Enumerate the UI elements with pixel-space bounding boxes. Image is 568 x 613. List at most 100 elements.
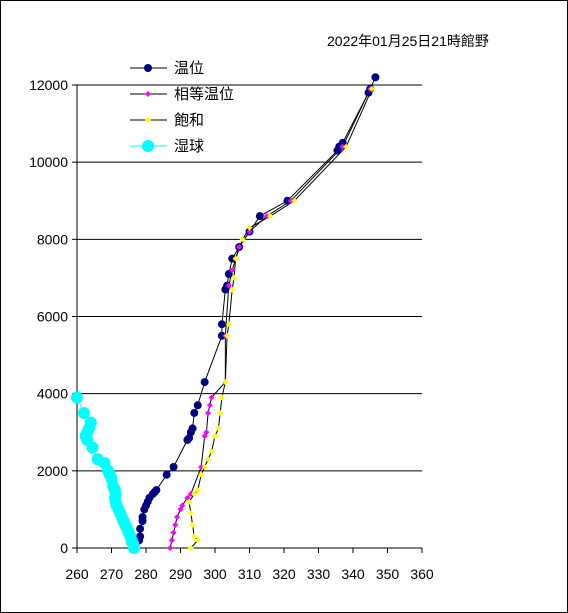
point-equiv [170, 529, 177, 536]
x-tick-label: 260 [65, 566, 89, 582]
point-temp [371, 73, 380, 82]
point-sat [198, 471, 205, 478]
x-tick-label: 360 [410, 566, 434, 582]
x-tick-label: 350 [376, 566, 400, 582]
legend-label-sat: 飽和 [174, 112, 204, 129]
legend-label-temp: 温位 [174, 60, 204, 77]
point-sat [246, 224, 253, 231]
x-tick-label: 290 [169, 566, 193, 582]
point-sat [212, 433, 218, 440]
point-sat [232, 255, 239, 262]
point-sat [368, 85, 375, 92]
point-equiv [168, 537, 175, 544]
point-equiv [287, 197, 294, 204]
x-tick-label: 280 [134, 566, 158, 582]
point-sat [217, 409, 224, 416]
point-sat [218, 394, 225, 401]
x-tick-label: 270 [100, 566, 124, 582]
point-temp [138, 513, 147, 522]
legend-label-equiv: 相等温位 [174, 85, 234, 103]
y-tick-label: 12000 [29, 77, 68, 93]
point-equiv [187, 490, 194, 497]
point-equiv [179, 502, 186, 509]
point-sat [224, 332, 231, 339]
x-tick-label: 320 [272, 566, 296, 582]
point-wet [77, 406, 90, 419]
point-sat [267, 213, 274, 220]
x-tick-label: 330 [307, 566, 331, 582]
point-wet [71, 391, 83, 404]
point-temp [169, 462, 178, 471]
point-sat [205, 456, 212, 463]
point-temp [152, 486, 161, 495]
axes [72, 84, 423, 553]
legend-marker-wet [142, 140, 154, 152]
legend-marker-sat [145, 117, 151, 123]
point-temp [217, 331, 226, 340]
point-temp [162, 470, 171, 479]
legend-label-wet: 湿球 [174, 138, 204, 155]
point-temp [338, 138, 347, 147]
y-tick-label: 8000 [37, 231, 68, 247]
point-wet [91, 453, 104, 466]
point-temp [188, 424, 197, 433]
point-sat [187, 510, 194, 517]
legend-marker-equiv [145, 91, 151, 97]
point-equiv [206, 402, 213, 409]
y-tick-label: 2000 [37, 463, 68, 479]
y-tick-label: 4000 [37, 386, 68, 402]
point-sat [222, 379, 229, 386]
gridlines [77, 84, 422, 472]
point-sat [239, 236, 246, 243]
point-temp [200, 378, 209, 387]
point-equiv [263, 213, 270, 220]
y-tick-label: 6000 [37, 309, 68, 325]
point-sat [229, 286, 236, 293]
point-equiv [198, 463, 205, 470]
x-tick-label: 310 [238, 566, 262, 582]
series-lines [76, 77, 376, 549]
point-sat [230, 274, 237, 281]
point-equiv [172, 521, 179, 528]
point-equiv [203, 429, 210, 436]
point-equiv [208, 394, 215, 401]
point-sat [191, 533, 198, 540]
point-equiv [174, 514, 181, 521]
x-tick-label: 340 [341, 566, 365, 582]
point-temp [190, 408, 199, 417]
point-temp [136, 524, 145, 533]
point-temp [224, 270, 233, 279]
point-equiv [246, 228, 253, 235]
point-sat [194, 487, 201, 494]
point-equiv [225, 282, 232, 289]
point-sat [343, 143, 350, 150]
point-temp [283, 196, 292, 205]
point-temp [193, 401, 202, 410]
point-equiv [229, 267, 236, 274]
point-equiv [236, 244, 243, 251]
y-tick-label: 10000 [29, 154, 68, 170]
point-equiv [339, 143, 346, 150]
x-tick-label: 300 [203, 566, 227, 582]
point-equiv [205, 409, 212, 416]
series-line-sat [188, 88, 373, 549]
point-temp [255, 212, 264, 221]
series-markers [71, 73, 380, 554]
legend-marker-temp [144, 64, 152, 72]
point-sat [186, 498, 193, 505]
point-equiv [167, 545, 174, 551]
y-tick-label: 0 [60, 540, 68, 556]
point-sat [191, 490, 198, 497]
tick-labels: 0 2000 4000 6000 8000 10000 12000 260 270 280 290 3… [29, 77, 434, 582]
point-temp [136, 532, 145, 541]
point-sat [189, 521, 196, 528]
point-sat [291, 197, 298, 204]
point-sat [225, 321, 232, 328]
point-sat [208, 448, 215, 455]
point-sat [215, 425, 222, 432]
point-temp [217, 320, 226, 329]
point-sat [187, 545, 194, 551]
